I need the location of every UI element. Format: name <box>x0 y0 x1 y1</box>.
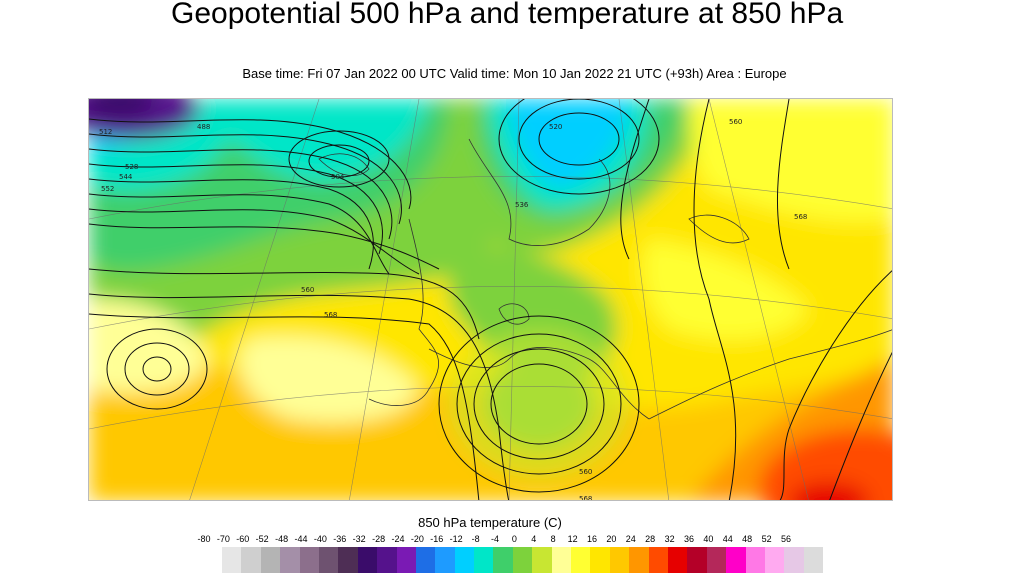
legend-swatch <box>260 547 281 573</box>
contour-label: 504 <box>331 173 345 181</box>
legend-tick-label: -4 <box>490 534 500 544</box>
legend-swatch <box>280 547 300 573</box>
contour-label: 488 <box>197 123 210 131</box>
contour-label: 536 <box>515 201 529 209</box>
temperature-field <box>89 99 892 500</box>
legend-swatch <box>803 547 824 573</box>
legend-tick-label: -40 <box>313 534 327 544</box>
legend-tick-label: 44 <box>722 534 733 544</box>
legend-tick-label: -36 <box>333 534 347 544</box>
legend-swatch <box>687 547 707 573</box>
legend-title: 850 hPa temperature (C) <box>418 515 562 530</box>
legend-tick-label: -28 <box>372 534 386 544</box>
legend-swatch <box>609 547 630 573</box>
legend-tick-label: 36 <box>683 534 695 544</box>
legend-swatch <box>784 547 804 573</box>
legend-swatch <box>415 547 436 573</box>
legend-swatch <box>512 547 533 573</box>
legend-tick-label: -60 <box>236 534 250 544</box>
contour-label: 560 <box>729 118 742 126</box>
coastlines <box>318 138 892 420</box>
legend-swatch <box>726 547 746 573</box>
contour-label: 544 <box>119 173 133 181</box>
contour-label: 568 <box>794 213 807 221</box>
legend-swatch <box>706 547 727 573</box>
legend-tick-label: -8 <box>471 534 480 544</box>
legend-tick-label: -70 <box>216 534 230 544</box>
legend-swatch <box>745 547 765 573</box>
legend-swatch <box>590 547 610 573</box>
legend-swatch <box>474 547 494 573</box>
legend-swatch <box>629 547 649 573</box>
legend-swatch <box>571 547 591 573</box>
legend-tick-label: 32 <box>664 534 675 544</box>
legend-tick-label: 56 <box>780 534 792 544</box>
legend-swatch <box>318 547 339 573</box>
legend-swatch <box>241 547 261 573</box>
legend-tick-label: 12 <box>567 534 578 544</box>
legend-tick-label: 8 <box>550 534 556 544</box>
legend-tick-label: 16 <box>586 534 598 544</box>
geopotential-contours <box>89 99 892 500</box>
map-subtitle: Base time: Fri 07 Jan 2022 00 UTC Valid … <box>242 66 787 81</box>
contour-label: 560 <box>579 468 592 476</box>
legend-tick-label: -52 <box>255 534 269 544</box>
contour-label: 528 <box>125 163 138 171</box>
legend-tick-labels: -80 -70 -60 -52 -48 -44 -40 -36 -32 -28 -24 -20 -16-… <box>196 534 796 546</box>
legend-tick-label: -20 <box>410 534 424 544</box>
legend-tick-label: -80 <box>197 534 211 544</box>
legend-swatch <box>299 547 319 573</box>
color-legend <box>222 547 824 573</box>
legend-swatch <box>764 547 785 573</box>
legend-swatch <box>396 547 416 573</box>
legend-swatch <box>435 547 455 573</box>
legend-tick-label: -32 <box>352 534 366 544</box>
legend-swatch <box>493 547 513 573</box>
legend-swatch <box>648 547 668 573</box>
legend-tick-label: -48 <box>275 534 289 544</box>
legend-tick-label: 52 <box>761 534 772 544</box>
legend-tick-label: 0 <box>511 534 517 544</box>
legend-swatch <box>357 547 378 573</box>
legend-tick-label: 24 <box>625 534 636 544</box>
legend-swatch <box>532 547 552 573</box>
legend-tick-label: -44 <box>294 534 308 544</box>
legend-tick-label: -12 <box>449 534 463 544</box>
legend-tick-label: 20 <box>606 534 617 544</box>
contour-label: 568 <box>579 495 592 501</box>
legend-swatch <box>377 547 397 573</box>
contour-label: 560 <box>301 286 314 294</box>
legend-swatch <box>551 547 572 573</box>
contour-label: 520 <box>549 123 562 131</box>
legend-tick-label: -24 <box>391 534 405 544</box>
legend-tick-label: 40 <box>703 534 714 544</box>
legend-swatch <box>338 547 358 573</box>
legend-swatch <box>454 547 475 573</box>
contour-label: 512 <box>99 128 112 136</box>
contour-labels: 488 504 512 520 528 536 544 552 560 568 … <box>99 118 807 501</box>
legend-tick-label: 28 <box>645 534 656 544</box>
contour-label: 568 <box>324 311 337 319</box>
map-title: Geopotential 500 hPa and temperature at … <box>171 0 844 30</box>
legend-tick-label: -16 <box>430 534 444 544</box>
legend-tick-label: 48 <box>742 534 753 544</box>
contour-label: 552 <box>101 185 114 193</box>
legend-swatch <box>222 547 242 573</box>
weather-map: 488 504 512 520 528 536 544 552 560 568 … <box>88 98 893 501</box>
legend-tick-label: 4 <box>531 534 537 544</box>
legend-swatch <box>667 547 688 573</box>
